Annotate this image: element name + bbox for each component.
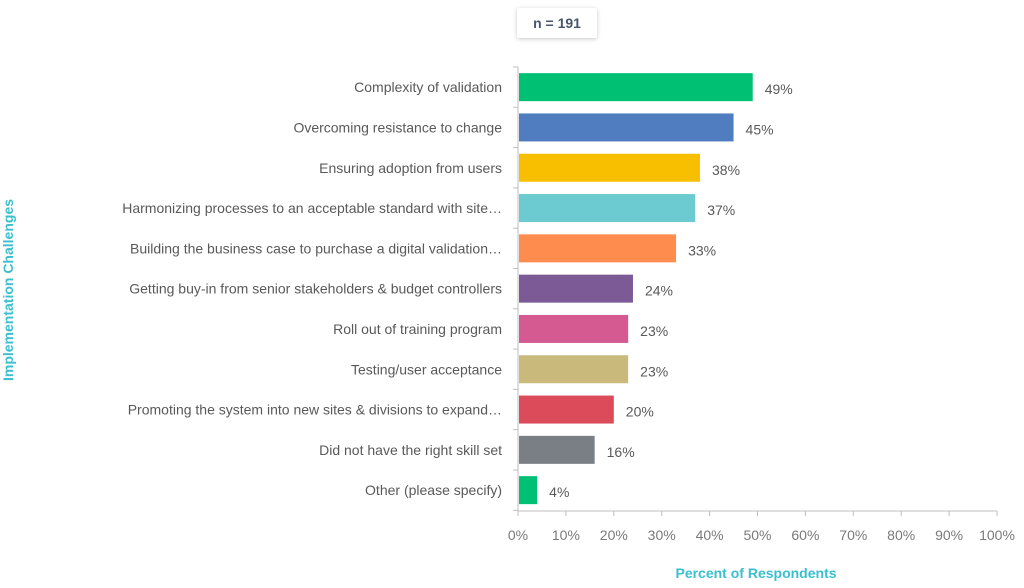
sample-size-text: n = 191 <box>533 15 581 31</box>
x-tick-label: 90% <box>935 527 963 543</box>
category-label: Harmonizing processes to an acceptable s… <box>122 200 502 216</box>
value-label: 37% <box>707 202 735 218</box>
x-tick-label: 10% <box>552 527 580 543</box>
value-label: 38% <box>712 162 740 178</box>
category-label: Complexity of validation <box>354 79 502 95</box>
x-tick-label: 100% <box>979 527 1015 543</box>
value-label: 23% <box>640 363 668 379</box>
bar <box>519 435 595 464</box>
bar <box>519 395 614 424</box>
category-label: Building the business case to purchase a… <box>130 240 502 256</box>
x-axis-title: Percent of Respondents <box>675 565 837 581</box>
bar <box>519 234 677 263</box>
value-label: 20% <box>626 404 654 420</box>
x-tick-label: 50% <box>743 527 771 543</box>
category-label: Roll out of training program <box>333 321 502 337</box>
x-tick-label: 70% <box>839 527 867 543</box>
y-axis-title: Implementation Challenges <box>0 198 16 382</box>
x-tick-label: 40% <box>696 527 724 543</box>
value-label: 4% <box>549 484 569 500</box>
x-tick-label: 80% <box>887 527 915 543</box>
category-label: Promoting the system into new sites & di… <box>128 402 502 418</box>
category-label: Getting buy-in from senior stakeholders … <box>129 281 502 297</box>
x-tick-label: 20% <box>600 527 628 543</box>
category-label: Ensuring adoption from users <box>319 160 502 176</box>
x-tick-label: 60% <box>791 527 819 543</box>
bars-layer <box>519 73 753 505</box>
value-label: 45% <box>746 121 774 137</box>
x-tick-label: 30% <box>648 527 676 543</box>
x-tick-label: 0% <box>508 527 528 543</box>
value-label: 33% <box>688 242 716 258</box>
value-label: 16% <box>607 444 635 460</box>
bar <box>519 113 734 142</box>
category-label: Did not have the right skill set <box>319 442 502 458</box>
axes-layer: Complexity of validation 49% Overcoming re… <box>122 66 1015 543</box>
value-label: 23% <box>640 323 668 339</box>
bar <box>519 476 538 505</box>
bar <box>519 314 629 343</box>
value-label: 24% <box>645 283 673 299</box>
sample-size-badge: n = 191 <box>517 8 597 38</box>
bar <box>519 274 633 303</box>
bar <box>519 73 753 102</box>
category-label: Testing/user acceptance <box>351 361 502 377</box>
bar <box>519 153 701 182</box>
bar <box>519 194 696 223</box>
category-label: Other (please specify) <box>365 482 502 498</box>
bar <box>519 355 629 384</box>
category-label: Overcoming resistance to change <box>293 119 502 135</box>
value-label: 49% <box>765 81 793 97</box>
